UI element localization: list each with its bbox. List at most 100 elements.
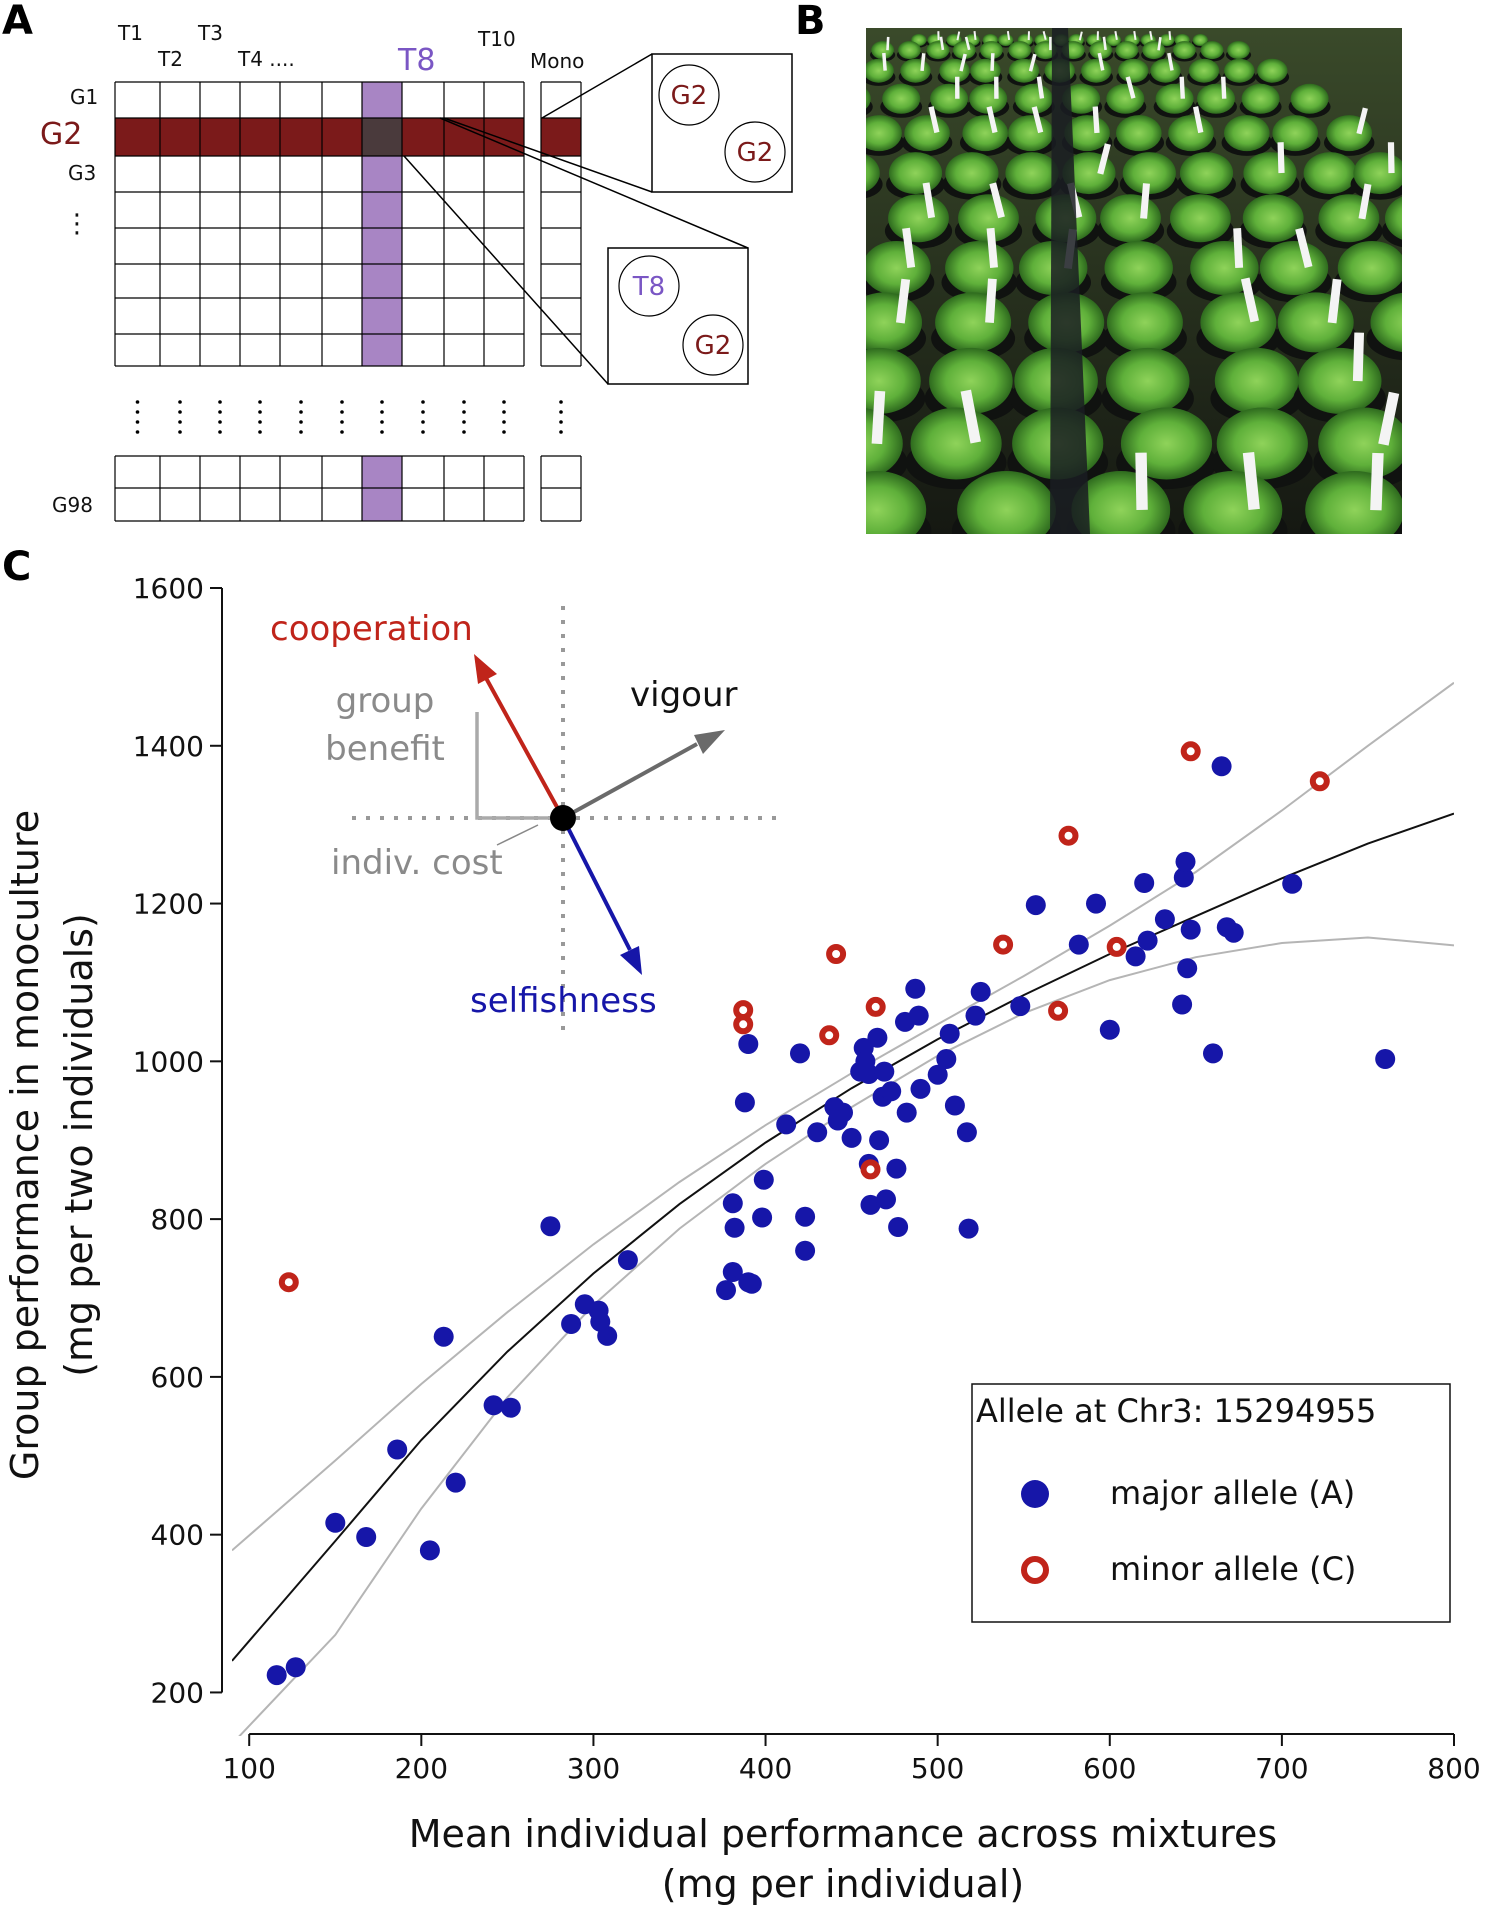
photo-label-stake [1356, 107, 1368, 135]
photo-plant [1183, 471, 1283, 534]
major-allele-point [888, 1217, 909, 1237]
photo-label-stake [1078, 31, 1083, 41]
photo-plant [1385, 196, 1402, 240]
photo-label-stake [1167, 52, 1174, 71]
concept-inset: cooperation vigour selfishness group ben… [270, 606, 778, 1030]
photo-label-stake [973, 31, 977, 41]
photo-plant [929, 347, 1013, 414]
continuation-dot [218, 410, 222, 414]
photo-plant [1224, 58, 1255, 83]
inset-cost-leader [496, 824, 539, 846]
major-allele-point [881, 1081, 902, 1102]
genotype-tester-grid [114, 81, 582, 367]
photo-label-stake [896, 278, 911, 324]
photo-label-stake [1370, 452, 1384, 511]
photo-plant [866, 241, 931, 295]
highlight-mono-g2 [541, 118, 581, 156]
photo-plant [1353, 152, 1402, 195]
major-allele-point [876, 1189, 896, 1210]
continuation-dot [559, 410, 563, 414]
major-allele-point [1173, 867, 1194, 888]
legend: Allele at Chr3: 15294955 major allele (A… [971, 1383, 1451, 1623]
major-allele-point [910, 1078, 931, 1099]
y-tick-label: 1600 [133, 572, 204, 605]
photo-label-stake [1031, 106, 1044, 134]
panel-label-a: A [2, 0, 33, 44]
photo-plant [888, 194, 949, 243]
x-tick-label: 500 [911, 1752, 964, 1785]
photo-label-stake [1192, 106, 1204, 134]
photo-plant [866, 471, 927, 534]
continuation-dot [462, 410, 466, 414]
major-allele-point [285, 1657, 306, 1678]
photo-plant [1257, 58, 1288, 83]
major-allele-point [419, 1540, 440, 1561]
major-allele-point [776, 1114, 797, 1135]
major-allele-point [483, 1395, 504, 1416]
photo-plant [1241, 83, 1280, 114]
photo-plant [945, 152, 999, 195]
inset-cost-benefit-bracket [475, 712, 563, 820]
group-benefit-label-1: group [336, 681, 435, 721]
major-allele-point [970, 981, 991, 1002]
continuation-dot [380, 420, 384, 424]
continuation-dot [340, 420, 344, 424]
photo-label-stake [959, 53, 967, 72]
continuation-dot [380, 400, 384, 404]
photo-plant [904, 115, 950, 152]
vigour-arrow-head [694, 730, 725, 754]
continuation-dot [462, 400, 466, 404]
major-allele-point [1223, 922, 1244, 943]
continuation-dot [135, 430, 140, 434]
photo-plant [1089, 41, 1113, 60]
photo-label-stake [1358, 183, 1372, 220]
photo-plant [900, 58, 931, 83]
minor-allele-point [1309, 771, 1330, 792]
grid-continuation-dots [135, 400, 563, 434]
photo-plant [1303, 152, 1357, 195]
continuation-dot [502, 420, 506, 424]
cooperation-arrow-head [474, 654, 497, 684]
photo-label-stake [986, 227, 998, 268]
selfishness-label: selfishness [470, 981, 657, 1021]
row-header-g1: G1 [70, 85, 98, 109]
photo-label-stake [1114, 30, 1118, 41]
continuation-dot [258, 430, 262, 434]
major-allele-point [1375, 1049, 1396, 1069]
photo-plant [1370, 292, 1402, 352]
continuation-dot [178, 400, 182, 404]
photo-plant [866, 408, 903, 479]
y-axis-units: (mg per two individuals) [57, 913, 101, 1377]
row-header-g98: G98 [52, 493, 93, 517]
continuation-dot [299, 410, 303, 414]
photo-plant [1297, 347, 1382, 414]
major-allele-point [1099, 1019, 1120, 1040]
major-allele-point [1137, 930, 1158, 951]
col-header-t10: T10 [477, 27, 516, 51]
continuation-dot [218, 420, 222, 424]
photo-plant [1142, 41, 1166, 60]
major-allele-point [860, 1194, 881, 1215]
major-allele-point [1177, 958, 1198, 979]
continuation-dot [340, 400, 344, 404]
major-allele-point [869, 1130, 890, 1151]
photo-plant [1081, 58, 1112, 83]
photo-plant [1200, 41, 1224, 60]
photo-plant [1106, 83, 1145, 114]
photo-label-stake [955, 76, 960, 99]
major-allele-point [617, 1250, 638, 1271]
photo-plant [910, 407, 1002, 480]
photo-plant [962, 115, 1008, 152]
major-allele-point [1175, 851, 1196, 872]
photo-plant [1179, 152, 1234, 195]
major-allele-point [858, 1064, 879, 1084]
y-tick-label: 600 [151, 1361, 204, 1394]
photo-label-stake [1042, 30, 1047, 41]
photo-plant [930, 83, 969, 114]
photo-label-stake [1096, 31, 1099, 41]
major-allele-point [738, 1034, 759, 1054]
photo-plant [866, 88, 871, 109]
continuation-dot [502, 410, 506, 414]
photo-label-stake [1179, 76, 1185, 99]
major-allele-point [356, 1527, 377, 1547]
